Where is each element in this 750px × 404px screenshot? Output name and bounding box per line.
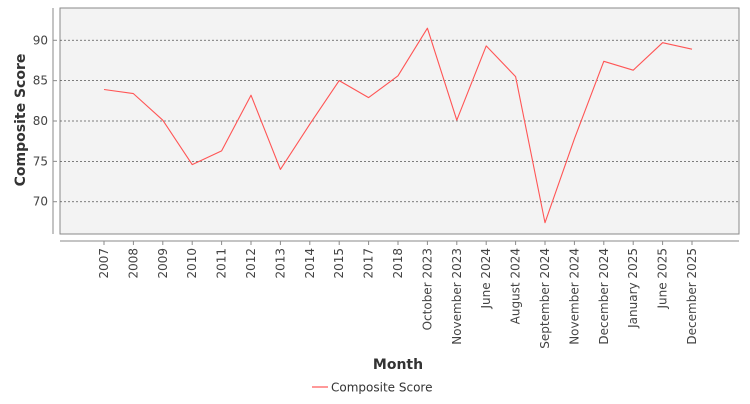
y-tick-label-70: 70 <box>33 195 48 209</box>
x-tick-label: June 2024 <box>479 248 493 310</box>
x-tick-label: 2013 <box>273 248 287 279</box>
data-point <box>632 69 635 72</box>
data-point <box>367 96 370 99</box>
gridlines <box>60 39 739 203</box>
y-tick-label-85: 85 <box>33 74 48 88</box>
x-tick-label: 2009 <box>156 248 170 279</box>
legend: Composite Score <box>312 381 432 395</box>
data-point <box>132 92 135 95</box>
y-tick-label-80: 80 <box>33 114 48 128</box>
y-tick-label-75: 75 <box>33 154 48 168</box>
x-tick-label: November 2023 <box>450 248 464 345</box>
x-tick-label: 2011 <box>215 248 229 279</box>
data-point <box>191 163 194 166</box>
data-point <box>544 221 547 224</box>
x-tick-label: November 2024 <box>567 248 581 345</box>
legend-label-composite-score: Composite Score <box>331 381 432 395</box>
data-point <box>308 123 311 126</box>
y-tick-label-90: 90 <box>33 33 48 47</box>
x-tick-label: 2015 <box>332 248 346 279</box>
y-axis-label: Composite Score <box>13 54 29 187</box>
x-tick-label: December 2024 <box>597 248 611 345</box>
x-tick-label: September 2024 <box>538 248 552 349</box>
data-point <box>426 27 429 30</box>
data-point <box>397 74 400 77</box>
series-line-composite-score <box>103 27 693 224</box>
y-axis: 70 75 80 85 90 <box>33 8 57 234</box>
x-tick-label: 2014 <box>303 248 317 279</box>
data-point <box>455 119 458 122</box>
data-point <box>691 48 694 51</box>
data-point <box>250 94 253 97</box>
data-point <box>602 60 605 63</box>
x-tick-label: 2010 <box>185 248 199 279</box>
x-axis: 2007 2008 2009 2010 2011 2012 2013 2014 2015 2017… <box>60 240 739 349</box>
x-tick-label: 2018 <box>391 248 405 279</box>
x-tick-label: 2007 <box>97 248 111 279</box>
x-tick-label: 2012 <box>244 248 258 279</box>
data-point <box>514 75 517 78</box>
data-point <box>485 44 488 47</box>
series-layer <box>103 27 694 224</box>
x-tick-label: June 2025 <box>656 248 670 310</box>
x-tick-label: October 2023 <box>420 248 434 330</box>
x-tick-label: August 2024 <box>509 248 523 324</box>
data-point <box>338 79 341 82</box>
x-tick-label: December 2025 <box>685 248 699 345</box>
data-point <box>161 119 164 122</box>
x-axis-label: Month <box>373 357 423 373</box>
data-point <box>279 168 282 171</box>
data-point <box>103 88 106 91</box>
data-point <box>661 41 664 44</box>
x-tick-label: January 2025 <box>626 248 640 329</box>
data-point <box>573 137 576 140</box>
x-tick-label: 2008 <box>126 248 140 279</box>
x-tick-label: 2017 <box>362 248 376 279</box>
data-point <box>220 149 223 152</box>
